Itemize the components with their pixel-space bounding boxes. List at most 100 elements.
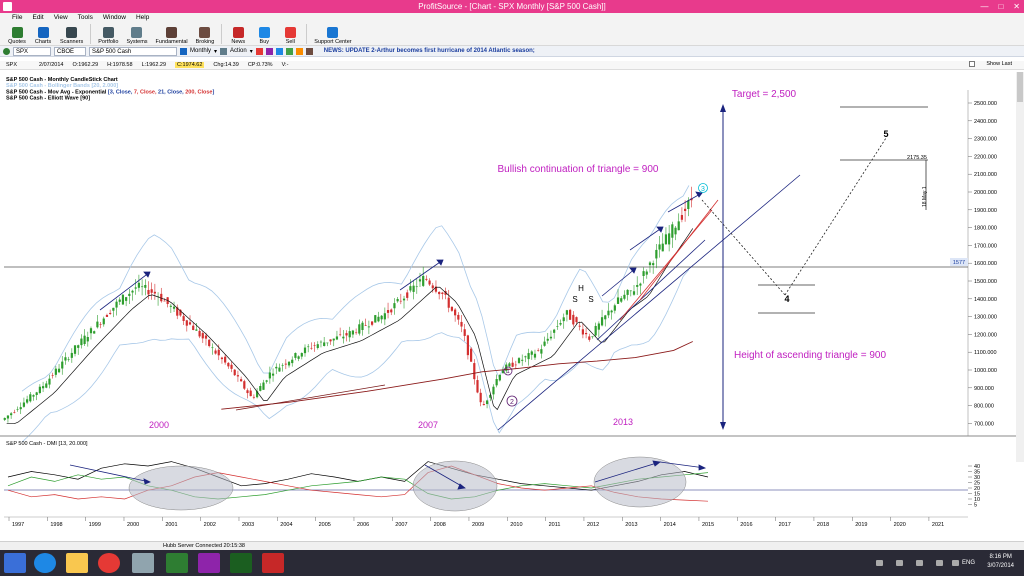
- news-ticker[interactable]: NEWS: UPDATE 2-Arthur becomes first hurr…: [323, 48, 535, 54]
- tray-icon[interactable]: [952, 560, 959, 566]
- app-icon[interactable]: [198, 553, 220, 573]
- candle-body: [540, 349, 543, 354]
- time-tick-label: 1998: [50, 522, 62, 528]
- candle-body: [501, 370, 505, 374]
- legend-entry: S&P 500 Cash - Bollinger Bands [20, 2.00…: [6, 83, 118, 89]
- trend-line[interactable]: [596, 239, 706, 341]
- charts-button[interactable]: Charts: [30, 23, 56, 45]
- security-name-field[interactable]: S&P 500 Cash: [89, 46, 177, 56]
- support-icon: [327, 27, 339, 38]
- period-select[interactable]: Monthly: [190, 48, 212, 54]
- broking-button[interactable]: Broking: [192, 23, 219, 45]
- explorer-icon[interactable]: [66, 553, 88, 573]
- chevron-down-icon[interactable]: ▾: [249, 48, 253, 55]
- excel-icon[interactable]: [166, 553, 188, 573]
- candle-body: [447, 297, 450, 308]
- candle-body: [517, 358, 521, 363]
- toolbar-tool-icon[interactable]: [265, 47, 273, 55]
- candle-body: [684, 208, 687, 212]
- symbol-input[interactable]: SPX: [13, 46, 51, 56]
- candle-body: [236, 375, 240, 377]
- exchange-field[interactable]: CBOE: [54, 46, 86, 56]
- support-line[interactable]: [235, 384, 386, 411]
- price-tick-label: 900.000: [974, 386, 994, 392]
- price-tick-label: 1800.000: [974, 226, 997, 232]
- scanners-button[interactable]: Scanners: [56, 23, 87, 45]
- candle-body: [29, 394, 32, 402]
- systems-icon: [131, 27, 143, 38]
- fundamental-button[interactable]: Fundamental: [152, 23, 192, 45]
- trend-line[interactable]: [619, 209, 713, 321]
- tray-icon[interactable]: [896, 560, 903, 566]
- charts-icon: [37, 27, 49, 38]
- chevron-down-icon[interactable]: ▾: [214, 48, 218, 55]
- wave-1-label: 1: [506, 369, 510, 375]
- action-menu[interactable]: Action: [230, 48, 247, 54]
- sell-button[interactable]: Sell: [277, 23, 303, 45]
- minimize-button[interactable]: —: [980, 2, 989, 11]
- maximize-button[interactable]: □: [998, 2, 1004, 11]
- menu-file[interactable]: File: [12, 14, 23, 21]
- calculator-icon[interactable]: [132, 553, 154, 573]
- candle-body: [67, 359, 70, 360]
- main-toolbar: Quotes Charts Scanners Portfolio Systems Fund…: [0, 23, 1024, 46]
- toolbar-tool-icon[interactable]: [255, 47, 263, 55]
- ema-200-line: [221, 341, 693, 410]
- bollinger-bands: [21, 185, 690, 443]
- support-center-button[interactable]: Support Center: [310, 23, 355, 45]
- candle-body: [639, 283, 642, 286]
- profitsource-icon[interactable]: [262, 553, 284, 573]
- vertical-scrollbar[interactable]: [1016, 72, 1024, 462]
- menu-help[interactable]: Help: [135, 14, 150, 21]
- scrollbar-thumb[interactable]: [1017, 72, 1023, 102]
- price-chart[interactable]: S&P 500 Cash - Monthly CandleStick Chart…: [0, 70, 1024, 541]
- candle-body: [454, 309, 457, 316]
- clock[interactable]: 8:16 PM 3/07/2014: [987, 553, 1014, 571]
- candle-body: [469, 348, 473, 362]
- trend-line[interactable]: [497, 174, 801, 431]
- candle-body: [377, 316, 380, 322]
- systems-button[interactable]: Systems: [122, 23, 151, 45]
- candle-body: [680, 215, 684, 220]
- show-last-checkbox[interactable]: [969, 61, 976, 67]
- language-indicator[interactable]: ENG: [962, 560, 976, 566]
- news-button[interactable]: News: [225, 23, 251, 45]
- wave-2-marker[interactable]: [506, 395, 518, 407]
- menu-tools[interactable]: Tools: [77, 14, 93, 21]
- buy-button[interactable]: Buy: [251, 23, 277, 45]
- indicator-tick-label: 15: [974, 492, 980, 498]
- indicator-tick-label: 5: [974, 503, 977, 509]
- toolbar-tool-icon[interactable]: [305, 47, 313, 55]
- toolbar-tool-icon[interactable]: [275, 47, 283, 55]
- portfolio-button[interactable]: Portfolio: [94, 23, 122, 45]
- candle-body: [374, 315, 377, 323]
- quotes-button[interactable]: Quotes: [4, 23, 30, 45]
- wave-3-marker[interactable]: [698, 183, 708, 193]
- wave-1-marker[interactable]: [503, 366, 513, 376]
- candle-body: [281, 365, 284, 366]
- menu-edit[interactable]: Edit: [32, 14, 44, 21]
- menu-window[interactable]: Window: [102, 14, 126, 21]
- candle-body: [150, 289, 153, 293]
- tray-icon[interactable]: [876, 560, 883, 566]
- candle-body: [556, 326, 559, 327]
- close-button[interactable]: ✕: [1013, 2, 1020, 11]
- start-icon[interactable]: [4, 553, 26, 573]
- tray-icon[interactable]: [936, 560, 943, 566]
- menu-view[interactable]: View: [53, 14, 68, 21]
- candle-body: [620, 298, 623, 302]
- year-2000-label: 2000: [149, 420, 169, 430]
- toolbar-tool-icon[interactable]: [285, 47, 293, 55]
- tray-icon[interactable]: [916, 560, 923, 566]
- trading-app-icon[interactable]: [230, 553, 252, 573]
- trend-lines[interactable]: [235, 174, 801, 431]
- ie-icon[interactable]: [34, 553, 56, 573]
- toolbar-label: Buy: [259, 39, 270, 45]
- candle-body: [482, 404, 485, 406]
- time-tick-label: 2009: [472, 522, 484, 528]
- toolbar-tool-icon[interactable]: [295, 47, 303, 55]
- chrome-icon[interactable]: [98, 553, 120, 573]
- scanners-icon: [66, 27, 78, 38]
- candle-body: [278, 367, 281, 372]
- price-tick-label: 1900.000: [974, 208, 997, 214]
